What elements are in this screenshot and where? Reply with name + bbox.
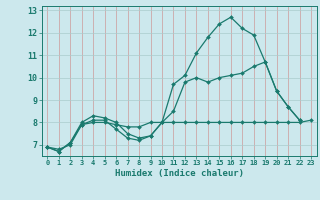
X-axis label: Humidex (Indice chaleur): Humidex (Indice chaleur) xyxy=(115,169,244,178)
